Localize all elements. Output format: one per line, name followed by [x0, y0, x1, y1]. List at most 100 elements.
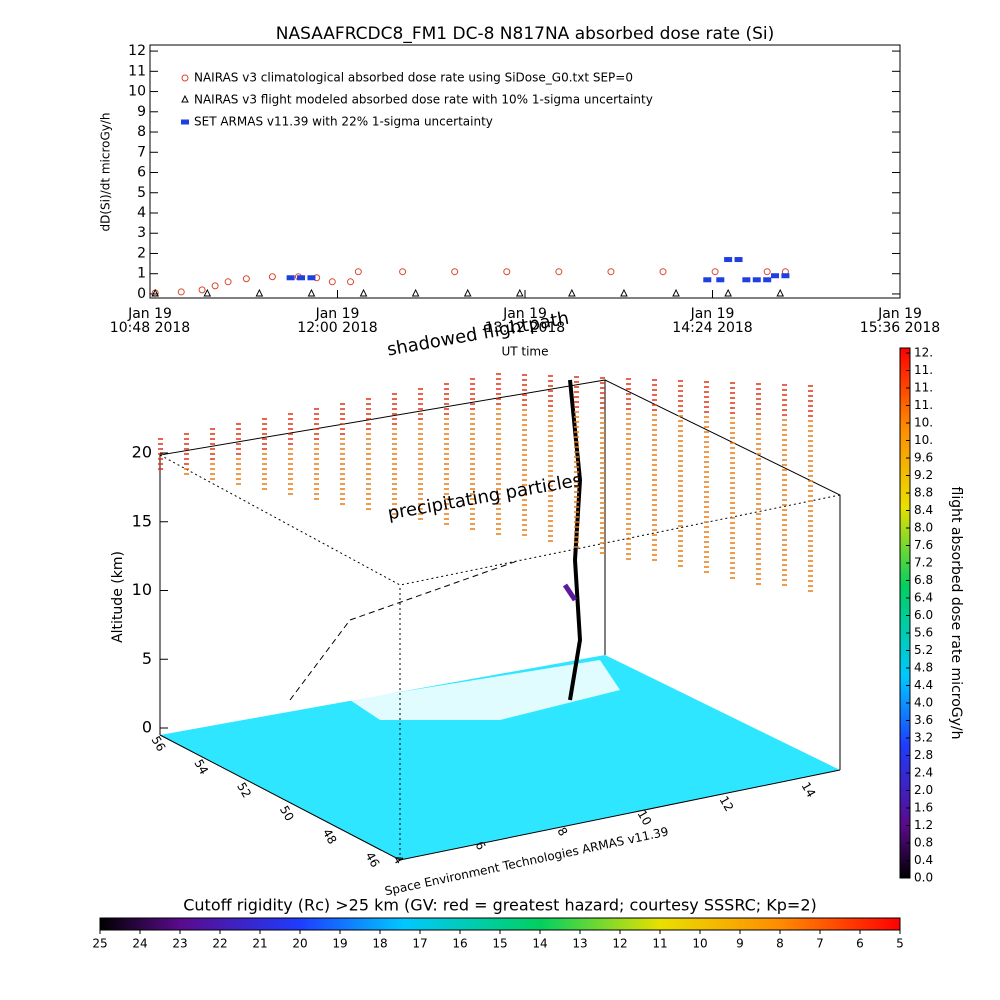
colorbar-tick-label: 8.8	[914, 486, 933, 500]
data-point	[354, 268, 362, 276]
colorbar-tick-label: 10.	[914, 433, 933, 447]
x-tick-label: 13:12 2018	[485, 320, 565, 336]
colorbar-tick-label: 11.	[914, 363, 933, 377]
data-point	[181, 119, 189, 125]
y-tick-label: 11	[128, 63, 146, 79]
data-point	[328, 278, 336, 286]
lat-tick-label: 48	[320, 826, 340, 846]
y-tick-label: 9	[137, 104, 146, 120]
x-tick-label: 10:48 2018	[110, 320, 190, 336]
data-point	[742, 277, 751, 283]
dose-colorbar	[899, 347, 911, 879]
x-tick-label: 12:00 2018	[297, 320, 377, 336]
colorbar-tick-label: 14	[532, 937, 547, 951]
data-point	[781, 273, 790, 279]
lon-tick-label: 14	[799, 780, 819, 800]
colorbar-tick-label: 5	[896, 937, 904, 951]
data-point	[242, 275, 250, 283]
data-point	[255, 288, 264, 297]
colorbar-tick-label: 19	[332, 937, 347, 951]
annotation: precipitating particles	[386, 470, 583, 525]
colorbar-tick-label: 13	[572, 937, 587, 951]
y-tick-label: 5	[137, 185, 146, 201]
chart-title: NASAAFRCDC8_FM1 DC-8 N817NA absorbed dos…	[276, 24, 775, 44]
data-point	[607, 268, 615, 276]
data-point	[776, 288, 785, 297]
legend-label: SET ARMAS v11.39 with 22% 1-sigma uncert…	[194, 115, 493, 129]
colorbar-tick-label: 10.	[914, 416, 933, 430]
y-tick-label: 7	[137, 144, 146, 160]
z-axis-label: Altitude (km)	[110, 551, 126, 643]
z-tick-label: 10	[132, 580, 152, 599]
y-tick-label: 0	[137, 286, 146, 302]
data-point	[399, 268, 407, 276]
x-tick-label: Jan 19	[127, 306, 172, 322]
rigidity-colorbar-label: Cutoff rigidity (Rc) >25 km (GV: red = g…	[183, 896, 817, 915]
lat-tick-label: 56	[149, 734, 169, 754]
colorbar-tick-label: 0.4	[914, 853, 933, 867]
data-point	[763, 277, 772, 283]
colorbar-tick-label: 8.4	[914, 503, 933, 517]
colorbar-tick-label: 5.2	[914, 643, 933, 657]
y-tick-label: 1	[137, 266, 146, 282]
colorbar-tick-label: 12	[612, 937, 627, 951]
colorbar-tick-label: 5.6	[914, 626, 933, 640]
colorbar-tick-label: 9.2	[914, 468, 933, 482]
data-point	[307, 288, 316, 297]
colorbar-tick-label: 8	[776, 937, 784, 951]
scene-box	[159, 379, 841, 861]
colorbar-tick-label: 8.0	[914, 521, 933, 535]
colorbar-tick-label: 22	[212, 937, 227, 951]
data-point	[177, 288, 185, 296]
data-point	[703, 277, 712, 283]
data-point	[307, 275, 316, 281]
data-point	[211, 282, 219, 290]
colorbar-tick-label: 7.2	[914, 556, 933, 570]
colorbar-tick-label: 11.	[914, 381, 933, 395]
colorbar-tick-label: 0.8	[914, 836, 933, 850]
y-tick-label: 4	[137, 205, 146, 221]
data-point	[359, 288, 368, 297]
data-point	[620, 288, 628, 297]
data-point	[224, 278, 232, 286]
data-point	[724, 257, 733, 263]
colorbar-tick-label: 6.4	[914, 591, 933, 605]
data-point	[724, 288, 732, 297]
colorbar-tick-label: 20	[292, 937, 307, 951]
colorbar-tick-label: 6.8	[914, 573, 933, 587]
colorbar-tick-label: 25	[92, 937, 107, 951]
x-axis-label: UT time	[501, 345, 548, 359]
data-point	[716, 277, 725, 283]
lat-tick-label: 54	[191, 757, 211, 777]
colorbar-tick-label: 11.	[914, 398, 933, 412]
x-tick-label: Jan 19	[502, 306, 547, 322]
y-tick-label: 2	[137, 245, 146, 261]
data-point	[268, 273, 276, 281]
colorbar-tick-label: 9	[736, 937, 744, 951]
colorbar-tick-label: 6.0	[914, 608, 933, 622]
x-tick-label: 14:24 2018	[672, 320, 752, 336]
x-tick-label: Jan 19	[877, 306, 922, 322]
data-point	[734, 257, 743, 263]
colorbar-tick-label: 1.6	[914, 801, 933, 815]
colorbar-tick-label: 3.6	[914, 713, 933, 727]
x-tick-label: Jan 19	[690, 306, 735, 322]
data-point	[181, 74, 189, 82]
y-tick-label: 8	[137, 124, 146, 140]
legend-label: NAIRAS v3 flight modeled absorbed dose r…	[194, 93, 653, 107]
colorbar-tick-label: 23	[172, 937, 187, 951]
z-tick-label: 15	[132, 511, 152, 530]
z-tick-label: 20	[132, 443, 152, 462]
data-point	[151, 288, 160, 297]
data-point	[771, 273, 779, 279]
colorbar-tick-label: 9.6	[914, 451, 933, 465]
colorbar-tick-label: 16	[452, 937, 467, 951]
data-point	[411, 288, 420, 297]
colorbar-tick-label: 3.2	[914, 731, 933, 745]
y-tick-label: 6	[137, 165, 146, 181]
lon-tick-label: 12	[717, 794, 737, 814]
data-point	[659, 268, 667, 276]
lat-tick-label: 46	[363, 850, 383, 870]
colorbar-tick-label: 4.4	[914, 678, 933, 692]
